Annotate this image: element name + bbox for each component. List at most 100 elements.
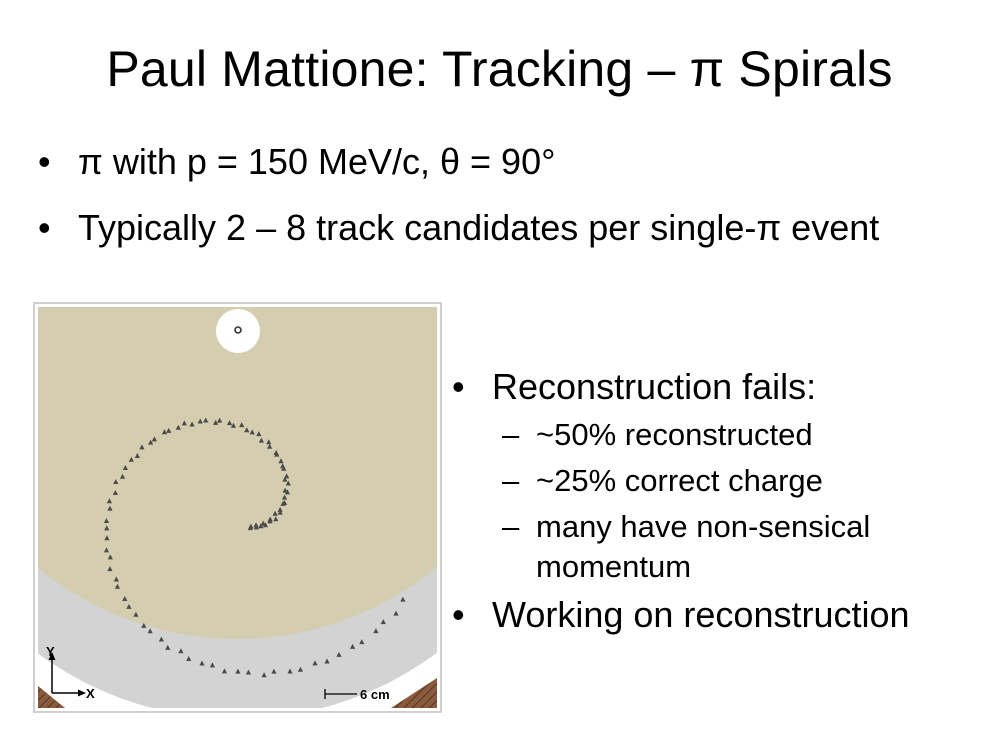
bullet-text: π with p = 150 MeV/c, θ = 90° [78, 141, 556, 182]
slide-title: Paul Mattione: Tracking – π Spirals [106, 41, 893, 97]
track-hit [113, 576, 119, 582]
track-hit [122, 596, 128, 602]
track-hit [107, 566, 113, 572]
track-hit [107, 505, 113, 511]
track-hit [284, 489, 291, 495]
beam-pipe-hole [216, 309, 260, 353]
top-bullet-list: • π with p = 150 MeV/c, θ = 90° • Typica… [38, 140, 879, 272]
track-hit [221, 668, 228, 674]
bullet-text: Working on reconstruction [492, 594, 910, 635]
pion-spiral-event-display: Y X 6 cm [33, 302, 442, 713]
track-hit [266, 439, 272, 445]
track-hit [261, 672, 267, 678]
track-hit [213, 419, 219, 425]
track-hit [226, 420, 233, 426]
bullet-dot: • [38, 207, 51, 248]
track-hit [126, 603, 132, 609]
track-hit [271, 668, 277, 674]
bullet-text: Typically 2 – 8 track candidates per sin… [78, 207, 880, 248]
track-hit [297, 666, 304, 672]
sub-item: – many have non-sensical momentum [502, 507, 992, 587]
track-hit [273, 450, 279, 456]
track-hit [273, 516, 279, 522]
track-hit [216, 417, 223, 423]
bullet-item: • Reconstruction fails: [452, 365, 992, 409]
detector-region [38, 307, 437, 639]
track-hit [175, 424, 181, 430]
track-hit [285, 480, 291, 486]
track-hit [256, 431, 262, 437]
bullet-dot: • [452, 594, 465, 635]
track-hit [245, 669, 252, 675]
track-hit [393, 610, 399, 616]
track-hit [104, 535, 110, 541]
track-hit [373, 628, 379, 634]
right-bullet-list: • Reconstruction fails: – ~50% reconstru… [452, 365, 992, 643]
track-hit [134, 452, 140, 458]
track-hit [284, 473, 290, 479]
sub-text-line: momentum [536, 549, 692, 584]
track-hit [181, 420, 187, 426]
sub-dash: – [502, 463, 520, 498]
track-hit [133, 611, 139, 617]
scale-label: 6 cm [360, 687, 390, 702]
track-hit [148, 439, 154, 445]
sub-item: – ~25% correct charge [502, 461, 992, 501]
track-hit [161, 429, 168, 435]
track-hit [380, 619, 386, 625]
track-hit [249, 429, 255, 435]
sub-dash: – [502, 417, 520, 452]
track-hit [359, 639, 365, 645]
track-hit [151, 436, 158, 442]
track-hit [235, 668, 241, 674]
track-hit [166, 427, 172, 433]
track-hit [400, 596, 406, 602]
track-hit [312, 660, 318, 666]
track-hit [267, 516, 273, 522]
track-hit [178, 648, 184, 654]
bullet-item: • Typically 2 – 8 track candidates per s… [38, 206, 879, 250]
track-hit [199, 660, 205, 666]
track-hit [203, 417, 209, 423]
track-hit [253, 522, 259, 528]
track-hit [128, 456, 134, 462]
x-axis-arrowhead [78, 689, 86, 697]
track-hit [189, 421, 195, 427]
track-hit [141, 622, 147, 628]
track-hit [230, 422, 237, 428]
track-hit [122, 464, 128, 470]
sub-text-line: many have non-sensical [536, 509, 871, 544]
track-hit [277, 506, 283, 512]
track-hit [107, 554, 113, 560]
corner-hatch-right [391, 678, 437, 708]
bullet-item: • π with p = 150 MeV/c, θ = 90° [38, 140, 879, 184]
track-hit [281, 494, 288, 500]
track-hit [139, 444, 145, 450]
track-hit [113, 479, 119, 485]
track-hit [112, 490, 118, 496]
track-hit [186, 656, 192, 662]
track-hit [282, 476, 288, 482]
track-hit [277, 509, 283, 515]
track-hit [165, 644, 171, 650]
track-hit [280, 463, 286, 469]
track-hit [119, 473, 126, 479]
track-hit [349, 643, 356, 649]
track-hits [103, 417, 406, 678]
track-hit [258, 437, 265, 443]
y-axis-arrowhead [48, 652, 56, 660]
bullet-dot: • [452, 366, 465, 407]
target-marker [234, 326, 242, 334]
track-hit [253, 524, 259, 530]
track-hit [272, 510, 278, 516]
track-hit [209, 662, 216, 668]
track-hit [104, 525, 110, 531]
track-hit [103, 517, 110, 523]
track-hit [262, 522, 269, 528]
track-hit [267, 443, 273, 449]
corner-hatch-left [38, 686, 65, 708]
bullet-dot: • [38, 141, 51, 182]
track-hit [287, 668, 293, 674]
x-axis-label: X [86, 686, 95, 701]
track-hit [239, 422, 245, 428]
